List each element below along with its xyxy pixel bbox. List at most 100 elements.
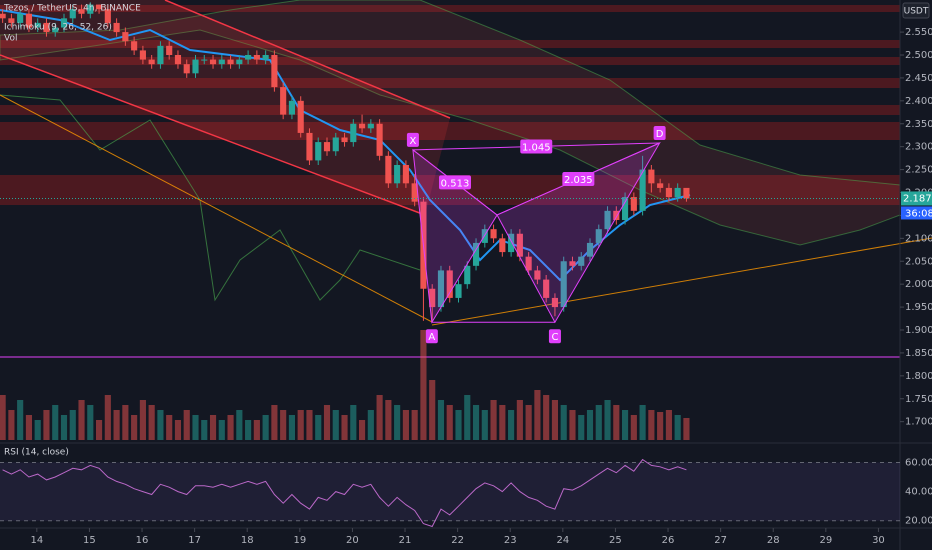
candle-body [262, 55, 269, 60]
volume-bar [674, 415, 681, 440]
volume-bar [332, 410, 339, 440]
y-tick-label: 2.3000 [905, 142, 932, 153]
y-tick-label: 2.0000 [905, 279, 932, 290]
x-tick-label: 27 [714, 535, 727, 546]
zone [0, 78, 900, 88]
volume-bar [95, 420, 103, 440]
candle-body [394, 165, 401, 184]
candle-body [323, 142, 331, 152]
candle-body [297, 100, 304, 133]
y-tick-label: 2.1000 [905, 233, 932, 244]
volume-bar [315, 415, 322, 440]
x-tick-label: 20 [346, 535, 359, 546]
candle-body [358, 123, 366, 129]
indicator-label: Ichimoku (9, 26, 52, 26) [4, 23, 112, 33]
y-tick-label: 1.7500 [905, 394, 932, 405]
candle-body [306, 132, 313, 161]
channel-line [164, 0, 451, 119]
candle-body [95, 4, 103, 10]
rsi-line [2, 458, 687, 528]
volume-bar [455, 410, 462, 440]
volume-bar [394, 405, 401, 440]
volume-bar [543, 395, 550, 440]
volume-bar [367, 410, 374, 440]
candle-body [604, 210, 611, 230]
volume-bar [209, 415, 217, 440]
candle-body [209, 59, 217, 65]
volume-bar [157, 410, 164, 440]
candle-body [87, 4, 94, 14]
candle-body [17, 13, 24, 23]
volume-bar [139, 400, 146, 440]
point-label: X [409, 136, 416, 147]
candle-body [385, 155, 392, 184]
x-tick-label: 26 [662, 535, 675, 546]
candle-body [613, 210, 620, 220]
rsi-tick-label: 40.00 [905, 487, 932, 498]
candle-body [367, 123, 374, 129]
volume-bar [613, 405, 620, 440]
candle-body [253, 55, 260, 60]
volume-bar [569, 410, 576, 440]
countdown: 36:08 [905, 208, 932, 219]
volume-bar [586, 410, 594, 440]
volume-bar [437, 400, 445, 440]
candle-body [131, 41, 138, 51]
channel-line [0, 54, 426, 216]
ratio-label: 1.045 [522, 142, 551, 153]
volume-bar [648, 410, 655, 440]
x-tick-label: 25 [609, 535, 622, 546]
candle-body [472, 242, 480, 266]
y-tick-label: 2.5000 [905, 50, 932, 61]
zone [0, 105, 900, 115]
candle-body [402, 165, 409, 184]
point-box [548, 329, 561, 344]
rsi-band [0, 462, 900, 521]
candle-body [665, 187, 672, 198]
candle-body [595, 229, 602, 243]
volume-bar [8, 410, 15, 440]
volume-bar [472, 405, 480, 440]
trend-line [0, 94, 433, 323]
candle-body [648, 169, 655, 184]
volume-bar [639, 405, 646, 440]
y-tick-label: 2.3500 [905, 119, 932, 130]
axis-label: USDT [904, 7, 929, 17]
candle-body [8, 18, 15, 23]
candle-body [622, 197, 629, 220]
point-label: C [551, 332, 558, 343]
volume-bar [104, 395, 111, 440]
candle-body [630, 197, 637, 211]
candle-body [34, 22, 41, 28]
candle-body [464, 265, 471, 285]
volume-bar [683, 418, 690, 440]
y-tick-label: 2.0500 [905, 256, 932, 267]
volume-bar [560, 405, 567, 440]
candle-body [437, 270, 445, 308]
candle-body [78, 9, 85, 14]
volume-bar [52, 405, 59, 440]
volume-bar [262, 415, 269, 440]
candle-body [315, 142, 322, 161]
volume-bar [516, 400, 523, 440]
volume-bar [429, 380, 436, 440]
candle-body [236, 59, 243, 65]
volume-bar [578, 415, 585, 440]
x-tick-label: 14 [30, 535, 43, 546]
volume-bar [78, 400, 85, 440]
volume-bar [69, 410, 76, 440]
channel [0, 0, 450, 215]
candle-body [674, 187, 681, 198]
y-tick-label: 1.7000 [905, 417, 932, 428]
indicator-label: Vol [4, 34, 17, 44]
volume-bar [323, 405, 331, 440]
rsi-tick-label: 60.00 [905, 457, 932, 468]
volume-bar [657, 412, 664, 440]
volume-bar [280, 410, 287, 440]
candle-body [183, 64, 190, 74]
candle-body [569, 261, 576, 266]
candle-body [52, 27, 59, 33]
volume-bar [253, 420, 260, 440]
y-tick-label: 2.5500 [905, 27, 932, 38]
